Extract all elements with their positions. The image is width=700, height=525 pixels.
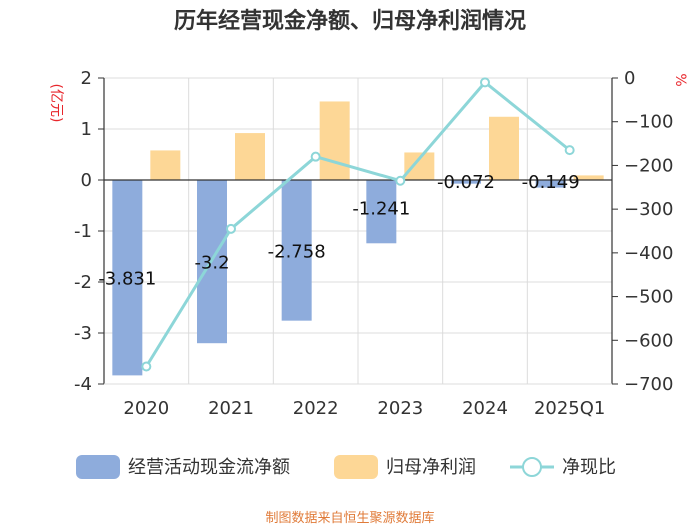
ratio-point-2024 bbox=[480, 77, 490, 88]
ratio-point-2025Q1 bbox=[564, 145, 575, 156]
bar-cashflow-2022 bbox=[281, 180, 312, 321]
left-tick-label: -3 bbox=[74, 323, 92, 344]
bar-cashflow-2023 bbox=[366, 180, 397, 244]
bar-net-profit-2022 bbox=[319, 101, 350, 180]
right-tick-label: −500 bbox=[624, 287, 673, 308]
right-tick-label: −300 bbox=[624, 199, 673, 220]
bar-net-profit-2025Q1 bbox=[573, 175, 604, 180]
left-tick-label: 2 bbox=[81, 68, 92, 89]
bar-cashflow-2020 bbox=[112, 180, 143, 376]
left-axis-unit: (亿元) bbox=[48, 84, 64, 123]
ratio-point-2021 bbox=[226, 223, 236, 234]
legend-swatch-net-profit bbox=[334, 455, 378, 479]
ratio-line bbox=[141, 77, 575, 372]
right-tick-label: −600 bbox=[624, 330, 673, 351]
data-label-2021: -3.2 bbox=[194, 253, 229, 274]
bars bbox=[112, 101, 604, 376]
left-tick-label: 0 bbox=[81, 170, 92, 191]
right-tick-label: −400 bbox=[624, 243, 673, 264]
chart-title: 历年经营现金净额、归母净利润情况 bbox=[174, 8, 526, 34]
data-label-2023: -1.241 bbox=[352, 199, 410, 220]
ratio-point-2023 bbox=[395, 175, 406, 186]
right-tick-label: 0 bbox=[624, 68, 635, 89]
x-tick-label: 2022 bbox=[293, 398, 339, 419]
right-axis-unit: % bbox=[672, 73, 688, 86]
source-note: 制图数据来自恒生聚源数据库 bbox=[265, 510, 434, 525]
x-tick-label: 2021 bbox=[208, 398, 254, 419]
bar-cashflow-2025Q1 bbox=[535, 180, 566, 188]
data-label-2024: -0.072 bbox=[437, 172, 495, 193]
x-tick-label: 2023 bbox=[377, 398, 423, 419]
data-label-2022: -2.758 bbox=[268, 241, 326, 262]
legend-swatch-cashflow bbox=[76, 455, 120, 479]
right-tick-label: −200 bbox=[624, 155, 673, 176]
data-label-2020: -3.831 bbox=[98, 269, 156, 290]
bar-net-profit-2024 bbox=[489, 116, 519, 180]
tick-labels: 2 1 0 -1 -2 -3 -4 0 −100 −200 −300 −400 −500 −600 −700… bbox=[74, 68, 673, 419]
left-tick-label: -4 bbox=[74, 374, 92, 395]
legend: 经营活动现金流净额 归母净利润 净现比 bbox=[76, 455, 616, 479]
bar-cashflow-2024 bbox=[451, 180, 481, 184]
legend-swatch-ratio-marker bbox=[522, 457, 542, 477]
bar-net-profit-2020 bbox=[150, 150, 181, 180]
legend-label-cashflow: 经营活动现金流净额 bbox=[128, 457, 290, 478]
x-tick-label: 2025Q1 bbox=[534, 398, 605, 419]
legend-label-net-profit: 归母净利润 bbox=[386, 457, 476, 478]
left-tick-label: -1 bbox=[74, 221, 92, 242]
ratio-polyline bbox=[145, 80, 571, 368]
right-tick-label: −100 bbox=[624, 112, 673, 133]
ratio-point-2020 bbox=[141, 361, 152, 372]
axes bbox=[98, 77, 618, 385]
bar-net-profit-2021 bbox=[235, 133, 265, 180]
x-tick-label: 2024 bbox=[462, 398, 508, 419]
ratio-point-2022 bbox=[310, 151, 321, 162]
right-tick-label: −700 bbox=[624, 374, 673, 395]
data-labels: -3.831 -3.2 -2.758 -1.241 -0.072 -0.149 bbox=[98, 172, 579, 290]
legend-label-ratio: 净现比 bbox=[562, 457, 616, 478]
x-tick-label: 2020 bbox=[123, 398, 169, 419]
data-label-2025Q1: -0.149 bbox=[522, 172, 580, 193]
left-tick-label: -2 bbox=[74, 272, 92, 293]
left-tick-label: 1 bbox=[81, 119, 92, 140]
